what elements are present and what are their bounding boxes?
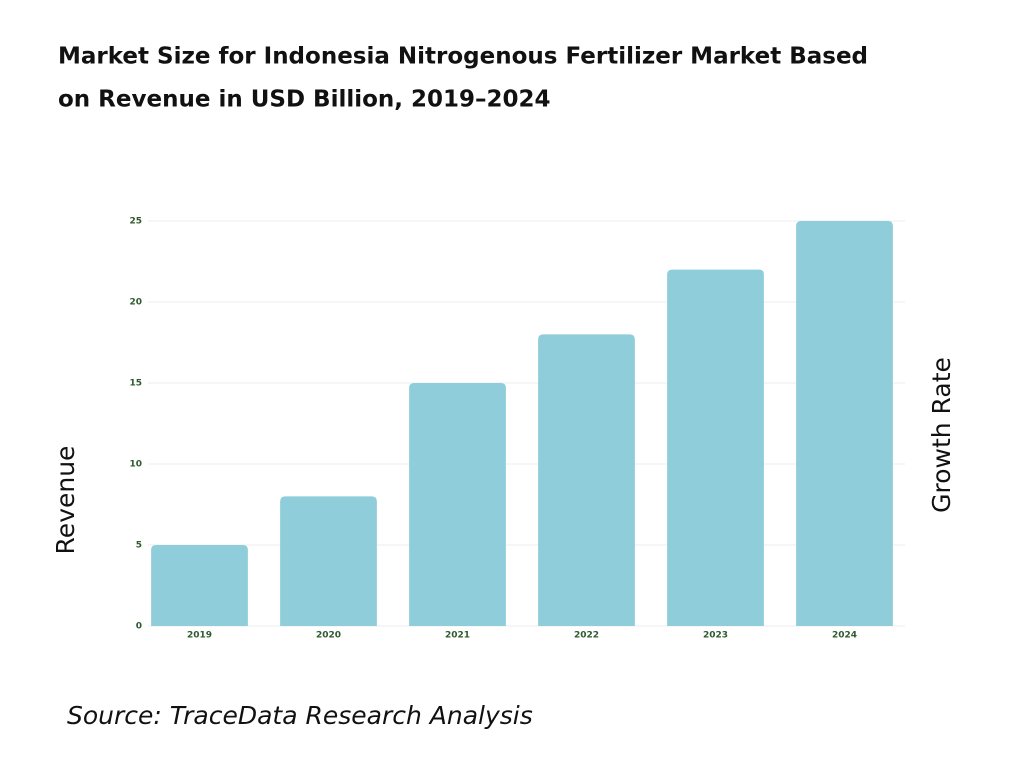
x-tick-label: 2024 xyxy=(832,631,857,641)
bar xyxy=(409,383,506,626)
y2-axis-label: Growth Rate xyxy=(927,357,956,513)
y-axis-label: Revenue xyxy=(51,446,80,555)
source-note: Source: TraceData Research Analysis xyxy=(67,701,533,730)
y-tick-label: 5 xyxy=(136,541,142,551)
y-tick-label: 25 xyxy=(129,217,142,227)
bar xyxy=(796,221,893,626)
y-tick-label: 20 xyxy=(129,298,142,308)
chart-title: on Revenue in USD Billion, 2019–2024 xyxy=(58,87,551,113)
x-tick-label: 2019 xyxy=(187,631,212,641)
y-tick-label: 15 xyxy=(129,379,142,389)
bar xyxy=(538,334,635,626)
x-tick-label: 2022 xyxy=(574,631,599,641)
y-tick-label: 0 xyxy=(136,622,142,632)
bar xyxy=(667,269,764,626)
bar xyxy=(280,496,377,626)
chart-title: Market Size for Indonesia Nitrogenous Fe… xyxy=(58,44,868,70)
x-tick-label: 2023 xyxy=(703,631,728,641)
x-tick-label: 2020 xyxy=(316,631,341,641)
bar xyxy=(151,545,248,626)
y-tick-label: 10 xyxy=(129,460,142,470)
x-tick-label: 2021 xyxy=(445,631,470,641)
